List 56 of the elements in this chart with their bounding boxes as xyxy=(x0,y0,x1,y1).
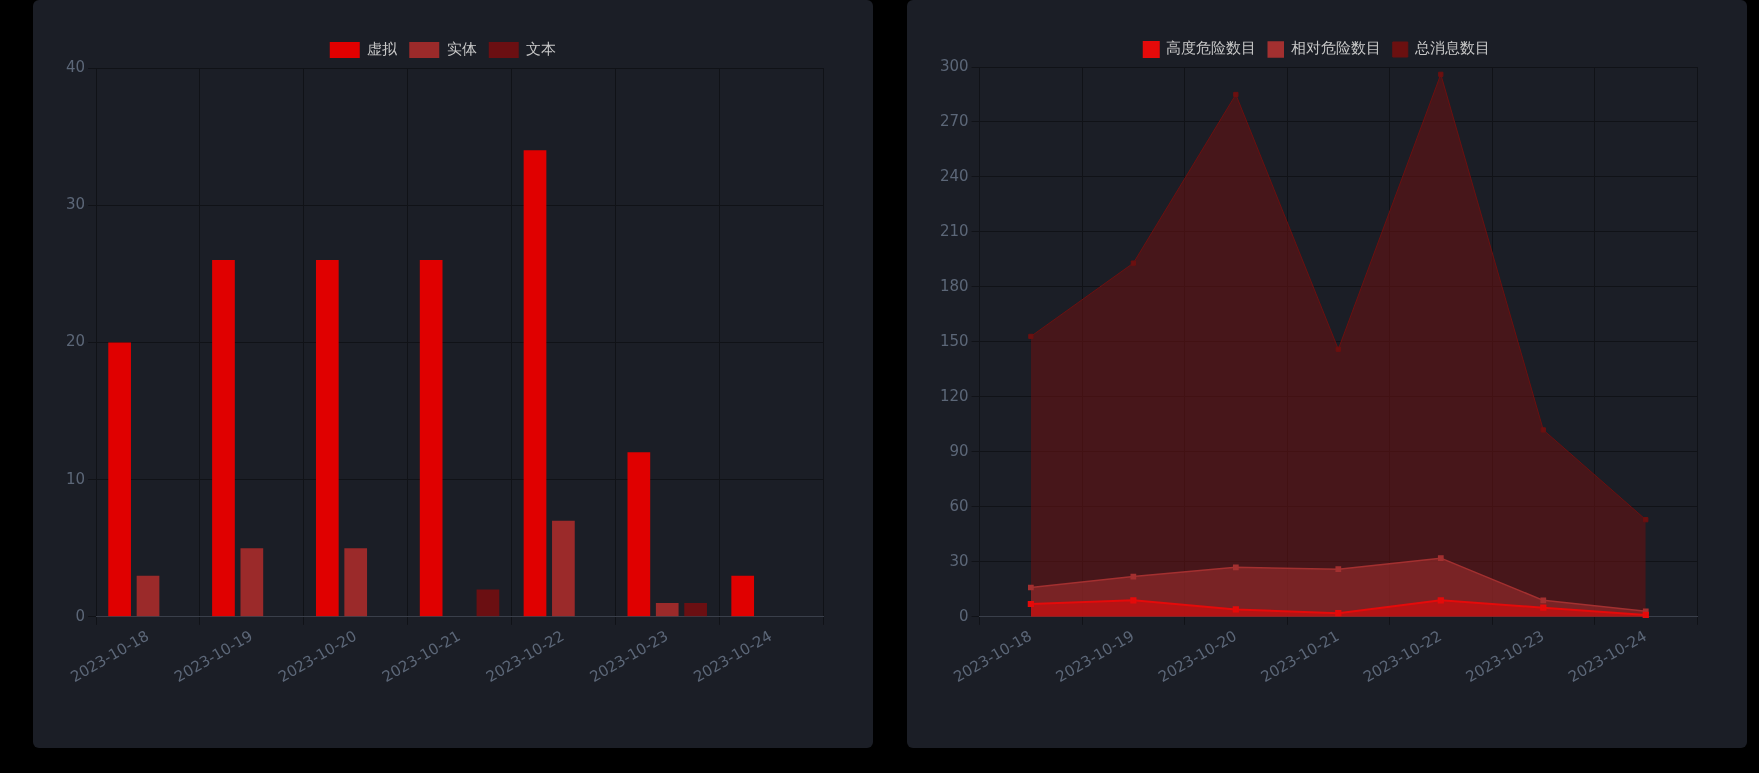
point xyxy=(1643,517,1649,523)
y-tick-label: 90 xyxy=(949,441,969,460)
point xyxy=(1027,600,1034,608)
y-tick-label: 150 xyxy=(939,331,969,350)
legend-label: 虚拟 xyxy=(367,39,399,58)
y-tick-label: 210 xyxy=(939,221,969,240)
y-tick-label: 30 xyxy=(949,551,969,570)
bar xyxy=(212,260,235,617)
legend-label: 高度危险数目 xyxy=(1166,39,1257,58)
bar xyxy=(136,575,160,617)
point xyxy=(1028,333,1034,340)
bar xyxy=(655,603,679,617)
y-tick-label: 300 xyxy=(939,56,969,75)
y-tick-label: 120 xyxy=(939,386,969,405)
bar xyxy=(315,260,339,617)
point xyxy=(1130,573,1137,580)
bar xyxy=(108,342,131,617)
legend-label: 实体 xyxy=(446,39,477,58)
legend-label: 相对危险数目 xyxy=(1290,39,1381,58)
point xyxy=(1232,564,1239,571)
y-tick-label: 20 xyxy=(65,332,86,351)
point xyxy=(1437,555,1444,562)
point xyxy=(1642,611,1649,619)
point xyxy=(1438,71,1444,77)
y-tick-label: 10 xyxy=(65,469,86,488)
point xyxy=(1335,346,1341,352)
y-tick-label: 40 xyxy=(65,57,86,76)
bar xyxy=(627,452,651,617)
bar xyxy=(476,589,500,617)
point xyxy=(1540,427,1546,433)
point xyxy=(1130,260,1136,266)
y-tick-label: 30 xyxy=(65,195,86,214)
point xyxy=(1232,606,1239,613)
y-tick-label: 240 xyxy=(939,166,969,185)
point xyxy=(1130,597,1137,604)
point xyxy=(1233,91,1239,98)
y-tick-label: 60 xyxy=(949,496,969,515)
legend-label: 文本 xyxy=(526,39,557,58)
y-tick-label: 180 xyxy=(939,276,969,295)
point xyxy=(1335,610,1342,617)
y-tick-label: 0 xyxy=(959,606,969,625)
y-tick-label: 270 xyxy=(939,111,969,130)
point xyxy=(1540,597,1547,604)
bar xyxy=(552,520,575,617)
point xyxy=(1028,584,1034,591)
bar xyxy=(523,150,547,617)
bar xyxy=(344,548,368,617)
bar xyxy=(684,603,707,617)
point xyxy=(1437,597,1444,604)
point xyxy=(1540,604,1547,611)
bar xyxy=(240,548,264,617)
bar xyxy=(731,575,755,617)
bar xyxy=(419,260,443,617)
point xyxy=(1335,566,1342,573)
y-tick-label: 0 xyxy=(75,606,86,625)
legend-label: 总消息数目 xyxy=(1414,39,1491,58)
